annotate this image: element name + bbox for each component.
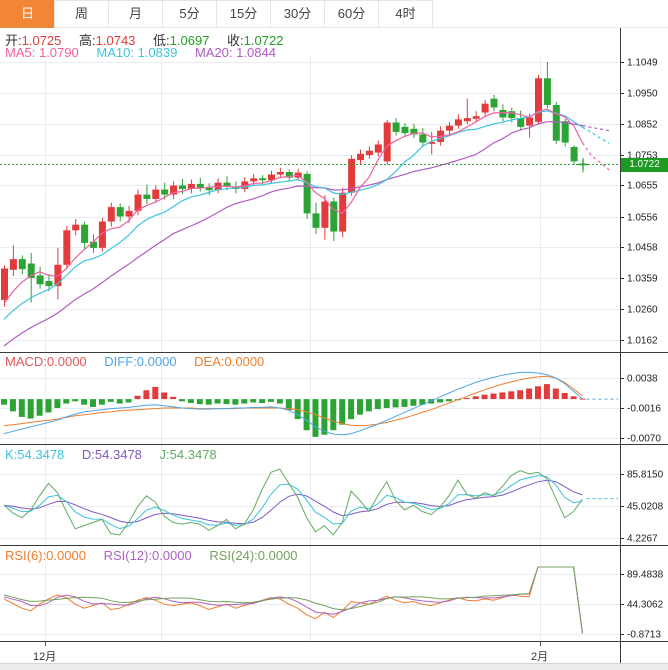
low-value: 1.0697 bbox=[169, 33, 210, 48]
ma5-legend: MA5: 1.0790 bbox=[5, 45, 79, 60]
svg-text:1.0458: 1.0458 bbox=[627, 243, 658, 254]
j-value: J:54.3478 bbox=[159, 447, 217, 462]
rsi-legend: RSI(6):0.0000 RSI(12):0.0000 RSI(24):0.0… bbox=[5, 548, 312, 563]
svg-text:1.0260: 1.0260 bbox=[627, 305, 658, 316]
svg-text:45.0208: 45.0208 bbox=[627, 502, 664, 513]
tab-day[interactable]: 日 bbox=[0, 0, 55, 28]
svg-text:1.0950: 1.0950 bbox=[627, 89, 658, 100]
d-value: D:54.3478 bbox=[81, 447, 142, 462]
rsi6-value: RSI(6):0.0000 bbox=[5, 548, 86, 563]
xaxis-label-february: 2月 bbox=[531, 651, 549, 663]
svg-text:1.1049: 1.1049 bbox=[627, 58, 658, 69]
close-value: 1.0722 bbox=[243, 33, 284, 48]
svg-text:85.8150: 85.8150 bbox=[627, 470, 664, 481]
timeframe-tabs: 日 周 月 5分 15分 30分 60分 4时 bbox=[0, 0, 668, 28]
k-value: K:54.3478 bbox=[5, 447, 65, 462]
svg-text:1.0852: 1.0852 bbox=[627, 120, 658, 131]
rsi12-value: RSI(12):0.0000 bbox=[103, 548, 192, 563]
svg-text:-0.0016: -0.0016 bbox=[627, 404, 661, 415]
ohlc-readout: 开:1.0725 高:1.0743 低:1.0697 收:1.0722 bbox=[5, 30, 297, 49]
svg-text:0.0038: 0.0038 bbox=[627, 374, 658, 385]
dea-value: DEA:0.0000 bbox=[194, 354, 265, 369]
svg-text:-0.0070: -0.0070 bbox=[627, 434, 661, 445]
svg-text:1.0655: 1.0655 bbox=[627, 181, 658, 192]
tab-5min[interactable]: 5分 bbox=[162, 0, 217, 28]
close-field: 收:1.0722 bbox=[227, 33, 284, 48]
tab-15min[interactable]: 15分 bbox=[216, 0, 271, 28]
diff-value: DIFF:0.0000 bbox=[104, 354, 177, 369]
svg-text:44.3062: 44.3062 bbox=[627, 600, 664, 611]
open-value: 1.0725 bbox=[21, 33, 62, 48]
ma-legend: MA5: 1.0790 MA10: 1.0839 MA20: 1.0844 bbox=[5, 45, 290, 60]
tab-4hour[interactable]: 4时 bbox=[378, 0, 433, 28]
tab-30min[interactable]: 30分 bbox=[270, 0, 325, 28]
high-value: 1.0743 bbox=[95, 33, 136, 48]
xaxis-label-december: 12月 bbox=[33, 651, 57, 663]
svg-text:1.0162: 1.0162 bbox=[627, 336, 658, 347]
svg-text:1.0359: 1.0359 bbox=[627, 274, 658, 285]
kdj-legend: K:54.3478 D:54.3478 J:54.3478 bbox=[5, 447, 231, 462]
open-field: 开:1.0725 bbox=[5, 33, 62, 48]
rsi24-value: RSI(24):0.0000 bbox=[209, 548, 298, 563]
svg-text:89.4838: 89.4838 bbox=[627, 570, 664, 581]
svg-text:4.2267: 4.2267 bbox=[627, 534, 658, 545]
high-field: 高:1.0743 bbox=[79, 33, 136, 48]
low-field: 低:1.0697 bbox=[153, 33, 210, 48]
tab-month[interactable]: 月 bbox=[108, 0, 163, 28]
svg-text:1.0556: 1.0556 bbox=[627, 213, 658, 224]
ma10-legend: MA10: 1.0839 bbox=[96, 45, 178, 60]
macd-value: MACD:0.0000 bbox=[5, 354, 87, 369]
svg-text:-0.8713: -0.8713 bbox=[627, 630, 661, 641]
svg-text:1.0753: 1.0753 bbox=[627, 151, 658, 162]
ma20-legend: MA20: 1.0844 bbox=[194, 45, 276, 60]
last-price-badge: 1.0722 bbox=[621, 158, 668, 172]
bottom-scrollbar[interactable] bbox=[0, 663, 668, 670]
macd-legend: MACD:0.0000 DIFF:0.0000 DEA:0.0000 bbox=[5, 354, 278, 369]
